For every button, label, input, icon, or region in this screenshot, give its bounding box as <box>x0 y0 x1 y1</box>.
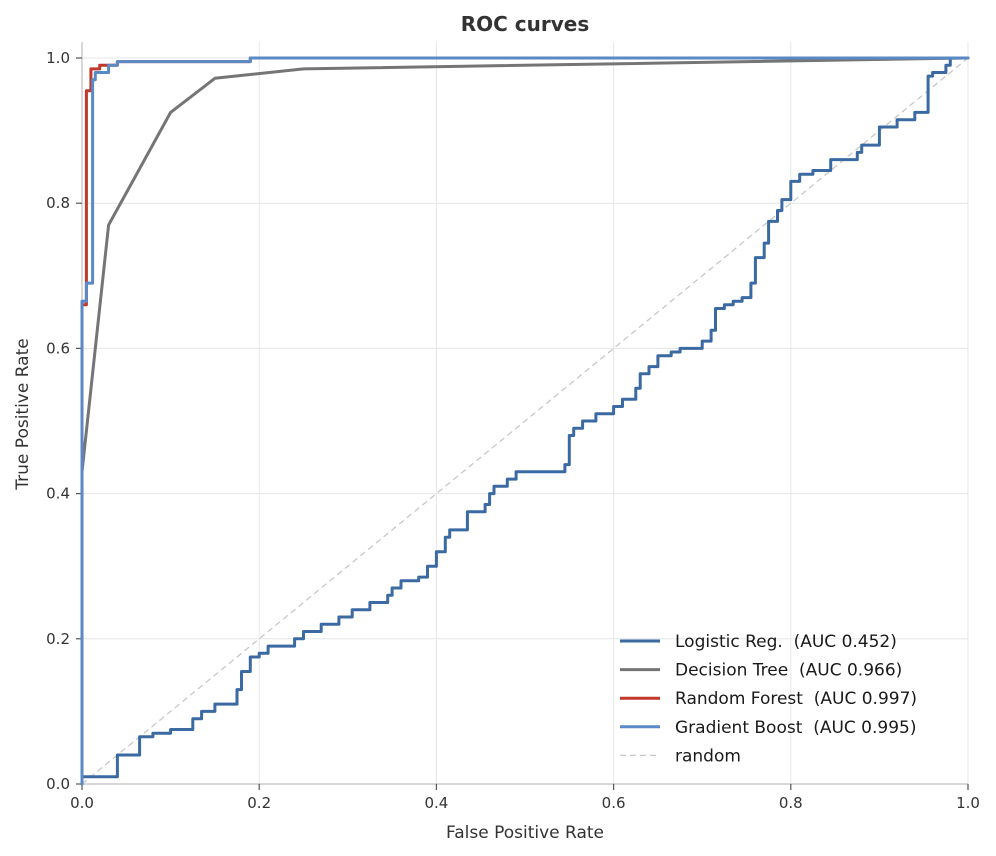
x-tick-label: 0.4 <box>424 794 448 812</box>
x-tick-label: 1.0 <box>956 794 980 812</box>
y-tick-label: 0.2 <box>46 630 70 648</box>
legend-label: Logistic Reg. (AUC 0.452) <box>675 632 897 652</box>
x-axis-label: False Positive Rate <box>446 823 604 843</box>
series-line-random <box>80 56 970 321</box>
x-tick-label: 0.6 <box>602 794 626 812</box>
y-tick-label: 0.8 <box>46 194 70 212</box>
y-tick-label: 0.0 <box>46 775 70 793</box>
legend-label: random <box>675 746 741 766</box>
y-tick-label: 1.0 <box>46 49 70 67</box>
x-tick-label: 0.0 <box>70 794 94 812</box>
chart-title: ROC curves <box>461 12 590 36</box>
y-tick-label: 0.6 <box>46 339 70 357</box>
series-line-random <box>81 57 969 785</box>
legend: Logistic Reg. (AUC 0.452) Decision Tree (… <box>620 632 917 766</box>
x-tick-label: 0.2 <box>247 794 271 812</box>
series-group <box>80 56 970 786</box>
x-tick-label: 0.8 <box>779 794 803 812</box>
series-line-logistic <box>80 56 970 786</box>
legend-label: Decision Tree (AUC 0.966) <box>675 661 902 681</box>
legend-label: Gradient Boost (AUC 0.995) <box>675 718 916 738</box>
legend-label: Random Forest (AUC 0.997) <box>675 689 917 709</box>
series-line-decision <box>80 56 970 474</box>
y-tick-label: 0.4 <box>46 485 70 503</box>
y-axis-label: True Positive Rate <box>13 338 33 490</box>
series-line-gradient <box>80 56 970 786</box>
ticks: 0.0 0.2 0.4 0.6 0.8 1.0 0.0 0.2 0.4 0.6 0.8 1.0 <box>46 49 980 812</box>
